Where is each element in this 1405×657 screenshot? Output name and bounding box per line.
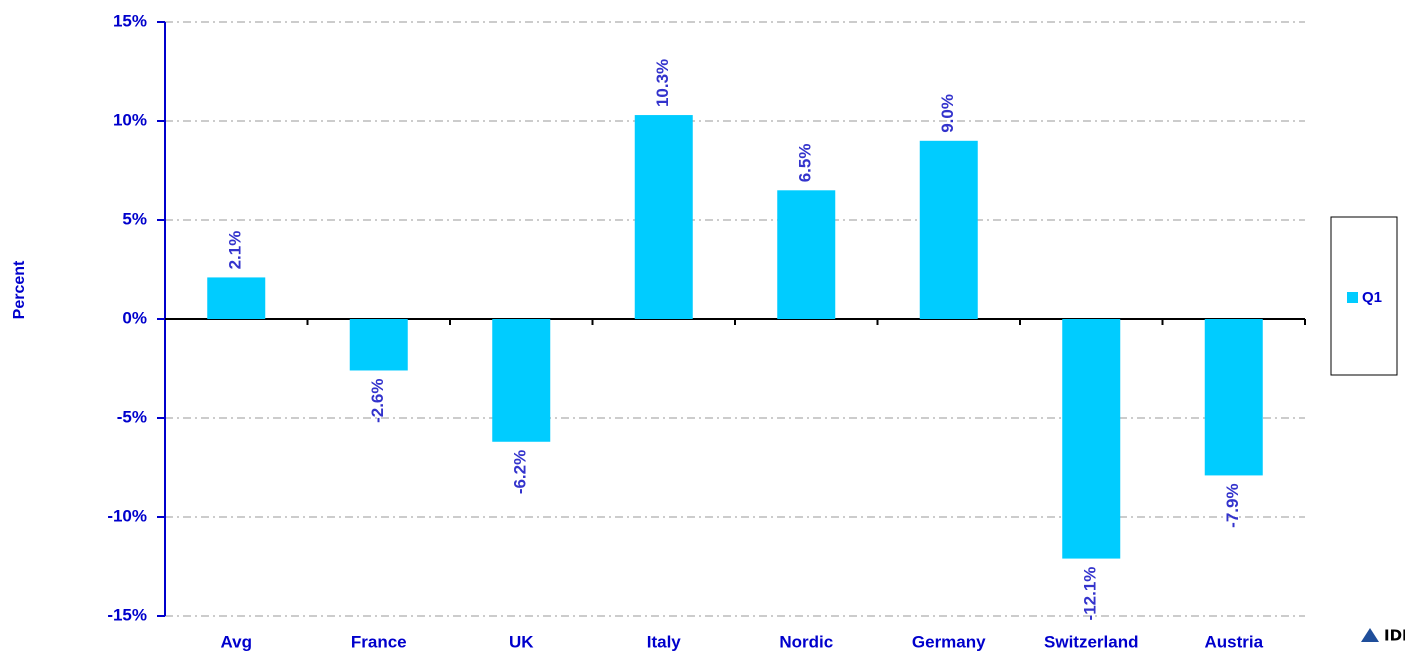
bar bbox=[492, 319, 551, 442]
legend-label: Q1 bbox=[1362, 289, 1382, 306]
value-label: -7.9% bbox=[1223, 483, 1242, 527]
x-tick-label: Switzerland bbox=[1044, 632, 1138, 651]
bar bbox=[207, 277, 266, 319]
y-tick-label: 15% bbox=[113, 11, 147, 30]
value-label: -6.2% bbox=[511, 450, 530, 494]
bar bbox=[919, 140, 978, 319]
logo: IDEA bbox=[1384, 627, 1405, 645]
bar bbox=[1062, 319, 1121, 559]
legend-marker bbox=[1347, 292, 1358, 303]
bar bbox=[349, 319, 408, 371]
y-tick-label: 5% bbox=[122, 209, 147, 228]
bar bbox=[777, 190, 836, 319]
bar bbox=[634, 115, 693, 319]
value-label: -2.6% bbox=[368, 378, 387, 422]
x-tick-label: France bbox=[351, 632, 407, 651]
y-tick-label: -5% bbox=[117, 407, 147, 426]
y-tick-label: -15% bbox=[107, 605, 147, 624]
bar bbox=[1204, 319, 1263, 476]
x-tick-label: Nordic bbox=[779, 632, 833, 651]
x-tick-label: Italy bbox=[647, 632, 682, 651]
value-label: 2.1% bbox=[226, 231, 245, 270]
x-tick-label: Germany bbox=[912, 632, 986, 651]
y-tick-label: -10% bbox=[107, 506, 147, 525]
x-tick-label: Avg bbox=[221, 632, 253, 651]
y-tick-label: 0% bbox=[122, 308, 147, 327]
legend-box bbox=[1330, 216, 1398, 376]
x-tick-label: UK bbox=[509, 632, 534, 651]
value-label: 9.0% bbox=[938, 94, 957, 133]
logo-icon bbox=[1361, 628, 1379, 642]
y-axis-label: Percent bbox=[11, 260, 28, 319]
x-tick-label: Austria bbox=[1204, 632, 1263, 651]
value-label: 6.5% bbox=[796, 144, 815, 183]
value-label: -12.1% bbox=[1081, 567, 1100, 621]
value-label: 10.3% bbox=[653, 59, 672, 107]
y-tick-label: 10% bbox=[113, 110, 147, 129]
